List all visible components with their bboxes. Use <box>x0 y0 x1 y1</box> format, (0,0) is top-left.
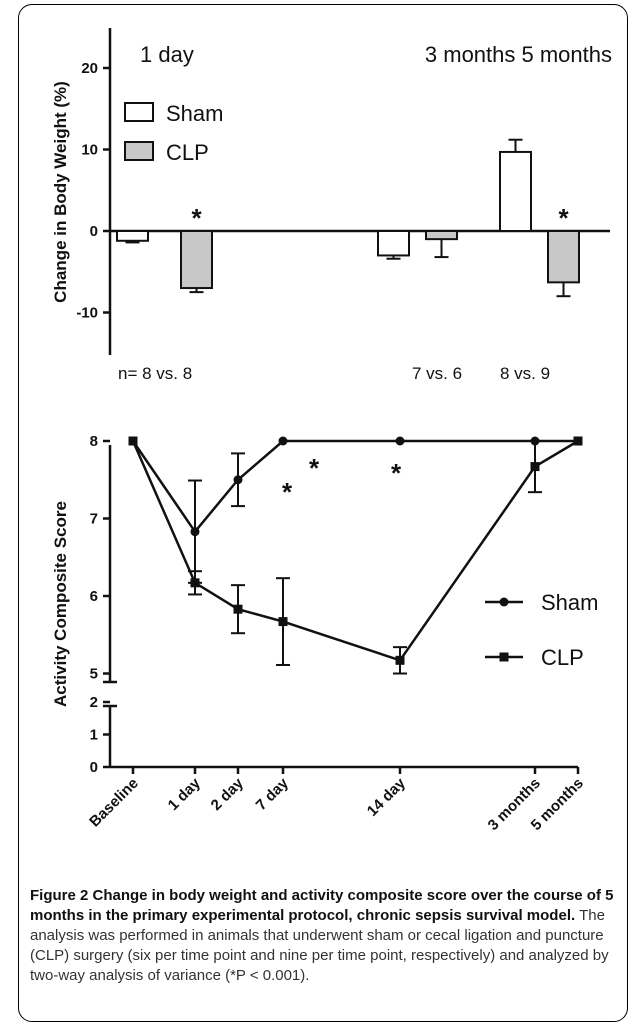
point-clp <box>128 436 138 446</box>
body-weight-yticks: 20 10 0 -10 <box>76 60 110 322</box>
point-clp <box>530 462 540 472</box>
activity-ytick-label: 0 <box>90 759 98 776</box>
bar-clp <box>180 230 213 290</box>
line-clp <box>131 439 579 662</box>
point-sham <box>233 475 243 485</box>
significance-star: * <box>191 203 202 233</box>
point-sham <box>190 527 200 537</box>
point-sham <box>395 436 405 446</box>
legend-marker-sham <box>499 597 509 607</box>
caption-body: The analysis was performed in animals th… <box>30 907 609 984</box>
legend-swatch-clp <box>124 141 154 161</box>
bar-clp <box>425 230 458 241</box>
activity-xtick-label: 14 day <box>364 774 410 820</box>
body-weight-legend: Sham CLP <box>124 101 223 165</box>
n-label-3months: 7 vs. 6 <box>412 364 462 383</box>
point-clp <box>573 436 583 446</box>
activity-xtick-label: 1 day <box>165 774 205 814</box>
activity-xtick-label: Baseline <box>86 775 142 831</box>
point-clp <box>190 578 200 588</box>
activity-significance-star: * <box>282 477 293 507</box>
activity-lines: * * * <box>128 436 583 675</box>
bar-clp <box>547 230 580 284</box>
activity-legend-label-sham: Sham <box>541 590 598 615</box>
significance-star: * <box>558 203 569 233</box>
bar-sham <box>116 230 149 242</box>
activity-ytick-label: 5 <box>90 666 98 683</box>
activity-legend: Sham CLP <box>485 590 598 670</box>
activity-axes <box>108 445 578 769</box>
activity-significance-star: * <box>309 453 320 483</box>
activity-ytick-label: 1 <box>90 727 98 744</box>
bar-sham <box>499 150 532 233</box>
activity-legend-label-clp: CLP <box>541 645 584 670</box>
body-weight-ytick-label: 20 <box>81 60 98 77</box>
n-label-1day: n= 8 vs. 8 <box>118 364 192 383</box>
legend-label-sham: Sham <box>166 101 223 126</box>
activity-ytick-label: 2 <box>90 694 98 711</box>
body-weight-ytick-label: 10 <box>81 142 98 159</box>
activity-ylabel: Activity Composite Score <box>51 501 70 707</box>
activity-ytick-label: 6 <box>90 588 98 605</box>
legend-swatch-sham <box>124 102 154 122</box>
point-clp <box>278 617 288 627</box>
top-time-label-1day: 1 day <box>140 42 194 67</box>
activity-xtick-label: 2 day <box>208 774 248 814</box>
bar-sham <box>377 230 410 257</box>
body-weight-bars: * * <box>116 138 580 298</box>
point-clp <box>395 655 405 665</box>
activity-yticks: 8 7 6 5 2 1 0 <box>90 433 117 776</box>
point-sham <box>278 436 288 446</box>
line-sham <box>131 439 578 534</box>
activity-significance-star: * <box>391 458 402 488</box>
activity-ytick-label: 8 <box>90 433 98 450</box>
figure-frame <box>18 4 628 1022</box>
body-weight-ytick-label: 0 <box>90 223 98 240</box>
body-weight-axes <box>108 28 610 355</box>
point-clp <box>233 604 243 614</box>
caption-title: Figure 2 Change in body weight and activ… <box>30 887 614 924</box>
body-weight-ytick-label: -10 <box>76 305 98 322</box>
legend-label-clp: CLP <box>166 140 209 165</box>
figure-caption: Figure 2 Change in body weight and activ… <box>30 886 620 986</box>
activity-ytick-label: 7 <box>90 511 98 528</box>
legend-marker-clp <box>499 652 509 662</box>
n-label-5months: 8 vs. 9 <box>500 364 550 383</box>
activity-xtick-label: 7 day <box>253 774 293 814</box>
body-weight-ylabel: Change in Body Weight (%) <box>51 81 70 303</box>
top-time-label-months: 3 months 5 months <box>425 42 612 67</box>
